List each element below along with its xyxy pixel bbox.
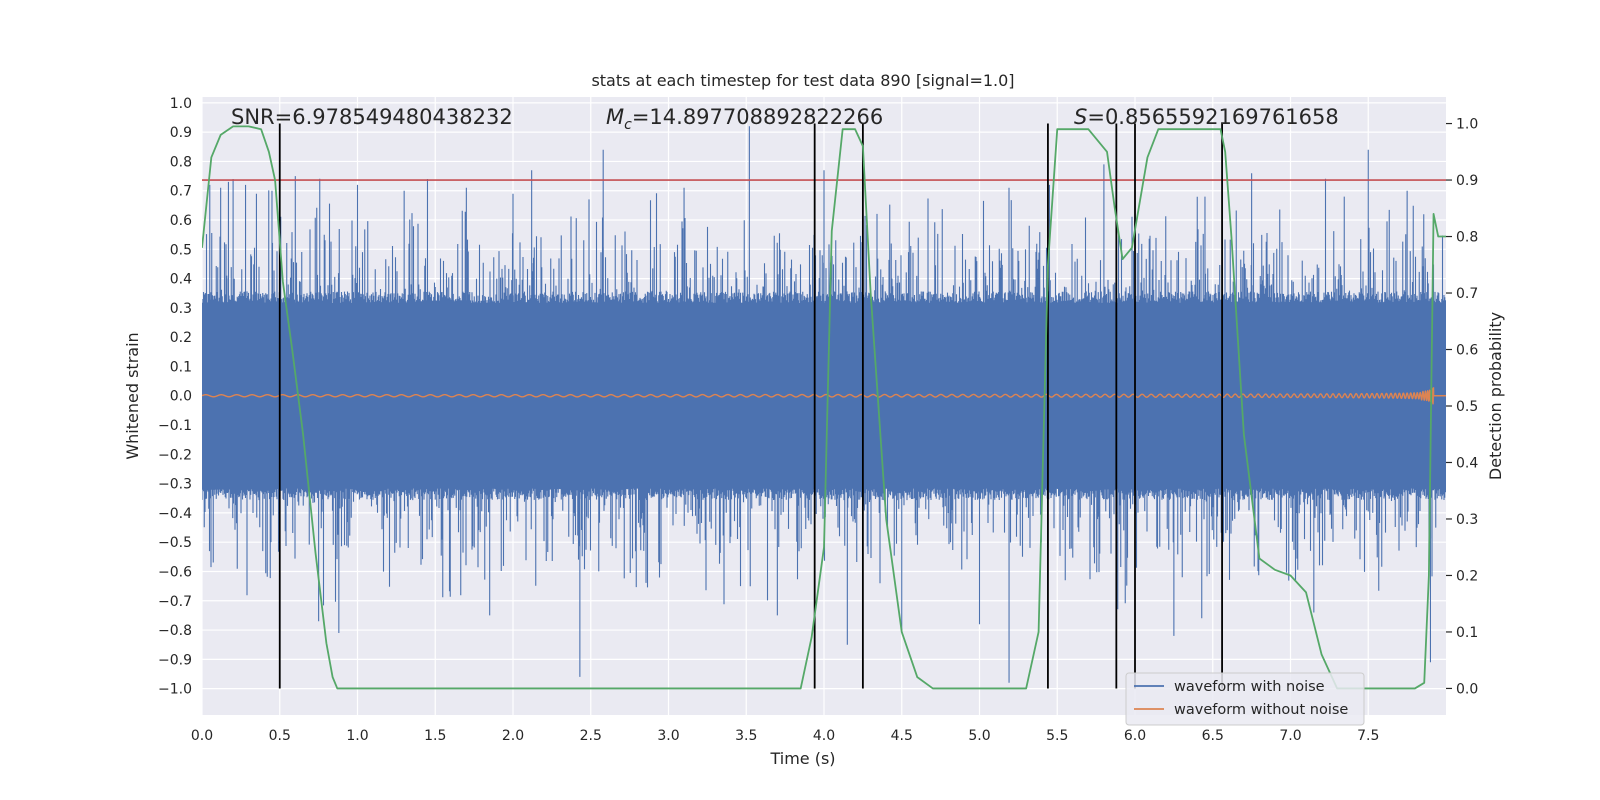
y-left-tick-label: −0.2: [158, 447, 192, 463]
legend-label-noisy: waveform with noise: [1174, 679, 1325, 695]
x-tick-label: 5.0: [968, 728, 990, 744]
overlay-group: [202, 123, 1446, 690]
s-symbol: S: [1074, 105, 1087, 129]
x-tick-label: 1.5: [424, 728, 446, 744]
x-tick-label: 0.0: [191, 728, 213, 744]
y-left-tick-label: −0.3: [158, 477, 192, 493]
y-left-tick-label: −0.9: [158, 652, 192, 668]
y-right-tick-label: 0.2: [1456, 568, 1478, 584]
y-left-tick-label: 0.8: [170, 154, 192, 170]
x-tick-label: 6.0: [1124, 728, 1146, 744]
y-right-axis-ticks: 1.0 0.9 0.8 0.7 0.6 0.5 0.4 0.3 0.2 0.1 0.0: [1446, 117, 1478, 697]
plot-series: [202, 126, 1446, 683]
y-left-tick-label: 0.1: [170, 359, 192, 375]
s-annotation: S=0.8565592169761658: [1074, 105, 1339, 129]
y-right-tick-label: 0.4: [1456, 455, 1478, 471]
chirp-mass-value: =14.897708892822266: [632, 105, 883, 129]
legend-box: [1125, 672, 1365, 726]
y-right-tick-label: 0.3: [1456, 512, 1478, 528]
x-tick-label: 2.0: [502, 728, 524, 744]
series-detection-probability: [202, 125, 1446, 690]
y-right-tick-label: 0.9: [1456, 173, 1478, 189]
x-tick-label: 4.0: [813, 728, 835, 744]
x-tick-label: 0.5: [269, 728, 291, 744]
y-right-tick-label: 0.7: [1456, 286, 1478, 302]
y-right-axis-label: Detection probability: [1486, 312, 1505, 480]
chirp-mass-symbol: M: [606, 105, 624, 129]
y-left-tick-label: 0.5: [170, 242, 192, 258]
y-right-tick-label: 0.1: [1456, 625, 1478, 641]
s-value: =0.8565592169761658: [1087, 105, 1338, 129]
x-tick-label: 3.0: [657, 728, 679, 744]
legend-label-clean: waveform without noise: [1174, 702, 1348, 718]
x-tick-label: 6.5: [1202, 728, 1224, 744]
y-right-tick-label: 0.5: [1456, 399, 1478, 415]
y-left-tick-label: −0.8: [158, 623, 192, 639]
x-axis-label: Time (s): [769, 749, 835, 768]
y-left-tick-label: −0.1: [158, 418, 192, 434]
y-left-axis-label: Whitened strain: [123, 332, 142, 459]
x-tick-label: 7.0: [1279, 728, 1301, 744]
x-tick-label: 1.0: [346, 728, 368, 744]
chart-title: stats at each timestep for test data 890…: [591, 71, 1014, 90]
y-right-tick-label: 0.0: [1456, 681, 1478, 697]
x-tick-label: 5.5: [1046, 728, 1068, 744]
y-left-tick-label: 0.6: [170, 213, 192, 229]
y-left-tick-label: −0.7: [158, 594, 192, 610]
chirp-mass-subscript: c: [624, 117, 632, 133]
y-left-tick-label: 0.4: [170, 272, 192, 288]
snr-annotation: SNR=6.978549480438232: [231, 105, 513, 129]
legend: waveform with noise waveform without noi…: [1125, 672, 1365, 726]
plot-overlays: [202, 123, 1446, 690]
x-axis-ticks: 0.0 0.5 1.0 1.5 2.0 2.5 3.0 3.5 4.0 4.5 5.0 5.5 6.0 6…: [191, 728, 1380, 744]
y-left-tick-label: −0.4: [158, 506, 192, 522]
y-right-tick-label: 0.8: [1456, 230, 1478, 246]
y-left-tick-label: 1.0: [170, 96, 192, 112]
y-right-tick-label: 1.0: [1456, 117, 1478, 133]
y-right-tick-label: 0.6: [1456, 343, 1478, 359]
x-tick-label: 2.5: [580, 728, 602, 744]
chirp-mass-annotation: Mc=14.897708892822266: [606, 105, 883, 133]
y-left-tick-label: −0.5: [158, 535, 192, 551]
y-left-tick-label: 0.0: [170, 389, 192, 405]
series-waveform-without-noise: [202, 387, 1446, 405]
y-left-tick-label: −0.6: [158, 564, 192, 580]
x-tick-label: 4.5: [891, 728, 913, 744]
x-tick-label: 7.5: [1357, 728, 1379, 744]
y-left-tick-label: 0.2: [170, 330, 192, 346]
y-left-tick-label: 0.9: [170, 125, 192, 141]
y-left-tick-label: 0.3: [170, 301, 192, 317]
x-tick-label: 3.5: [735, 728, 757, 744]
y-left-axis-ticks: 1.0 0.9 0.8 0.7 0.6 0.5 0.4 0.3 0.2 0.1 0.0 −0.1 −0.…: [158, 96, 192, 698]
y-left-tick-label: 0.7: [170, 184, 192, 200]
series-group: [202, 126, 1446, 683]
y-left-tick-label: −1.0: [158, 682, 192, 698]
